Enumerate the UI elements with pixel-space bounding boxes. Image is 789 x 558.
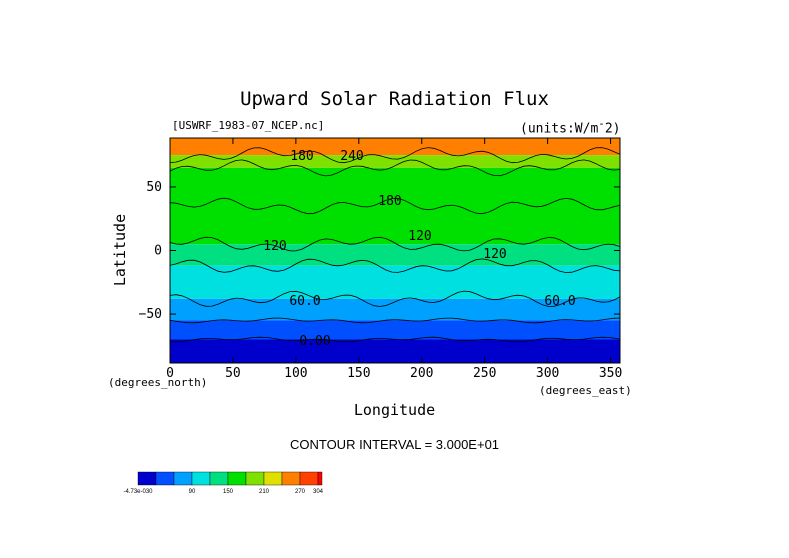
x-tick-label: 300 [536,366,559,381]
colorbar-swatch [281,471,301,486]
contour-label: 180 [378,194,401,209]
contour-label: 0.00 [299,334,330,349]
contour-label: 120 [408,229,431,244]
x-tick-label: 150 [347,366,370,381]
chart-title: Upward Solar Radiation Flux [240,88,549,110]
colorbar-swatch [299,471,319,486]
contour-lines [170,147,620,343]
x-axis-label: Longitude [353,401,436,419]
colorbar-label: 304 [313,489,324,495]
y-axis-units: (degrees_north) [108,376,208,389]
contour-label: 240 [340,149,363,164]
colorbar-swatch [191,471,211,486]
source-file-label: [USWRF_1983-07_NCEP.nc] [172,119,325,132]
x-tick-label: 0 [166,366,174,381]
contour-line [170,317,620,324]
heatmap-band [170,265,620,299]
x-axis-units: (degrees_east) [539,384,632,397]
heatmap-band [170,138,620,156]
x-tick-label: 250 [473,366,496,381]
units-label: (units:W/m-2) [520,117,621,137]
colorbar-swatch [227,471,247,486]
heatmap-band [170,244,620,266]
contour-line [170,258,620,274]
colorbar-label: -4.73e-030 [123,489,153,495]
x-tick-label: 350 [599,366,622,381]
x-tick-label: 50 [225,366,241,381]
contour-line [170,197,620,215]
colorbar-swatch [263,471,283,486]
contour-labels: 180 240 180 120 120 120 60.0 60.0 0.00 [263,149,575,349]
contour-line [170,336,620,343]
colorbar-swatch [245,471,265,486]
heatmap-bands [170,138,620,363]
heatmap-band [170,155,620,168]
contour-line [170,236,620,252]
contour-label: 60.0 [289,294,320,309]
y-tick-label: −50 [139,307,162,322]
colorbar-swatch [317,471,323,486]
contour-line [170,290,620,307]
x-tick-label: 200 [410,366,433,381]
colorbar-swatch [173,471,193,486]
colorbar: -4.73e-030 90 150 210 270 304 [123,471,324,495]
y-tick-label: 0 [154,244,162,259]
contour-label: 120 [483,247,506,262]
contour-label: 60.0 [544,294,575,309]
contour-line [170,147,620,164]
colorbar-label: 150 [223,489,234,495]
heatmap-band [170,206,620,245]
colorbar-label: 90 [189,489,196,495]
colorbar-swatch [137,471,157,486]
x-tick-label: 100 [284,366,307,381]
contour-label: 120 [263,239,286,254]
contour-label: 180 [290,149,313,164]
heatmap-band [170,298,620,321]
heatmap-band [170,320,620,340]
y-ticks: −50 0 50 [139,180,620,322]
x-ticks: 0 50 100 150 200 250 300 350 [166,138,622,381]
colorbar-label: 270 [295,489,306,495]
heatmap-band [170,339,620,363]
colorbar-swatch [155,471,175,486]
heatmap-band [170,167,620,207]
colorbar-label: 210 [259,489,270,495]
y-tick-label: 50 [146,180,162,195]
contour-interval-label: CONTOUR INTERVAL = 3.000E+01 [289,437,500,452]
contour-line [170,159,620,177]
colorbar-swatch [209,471,229,486]
